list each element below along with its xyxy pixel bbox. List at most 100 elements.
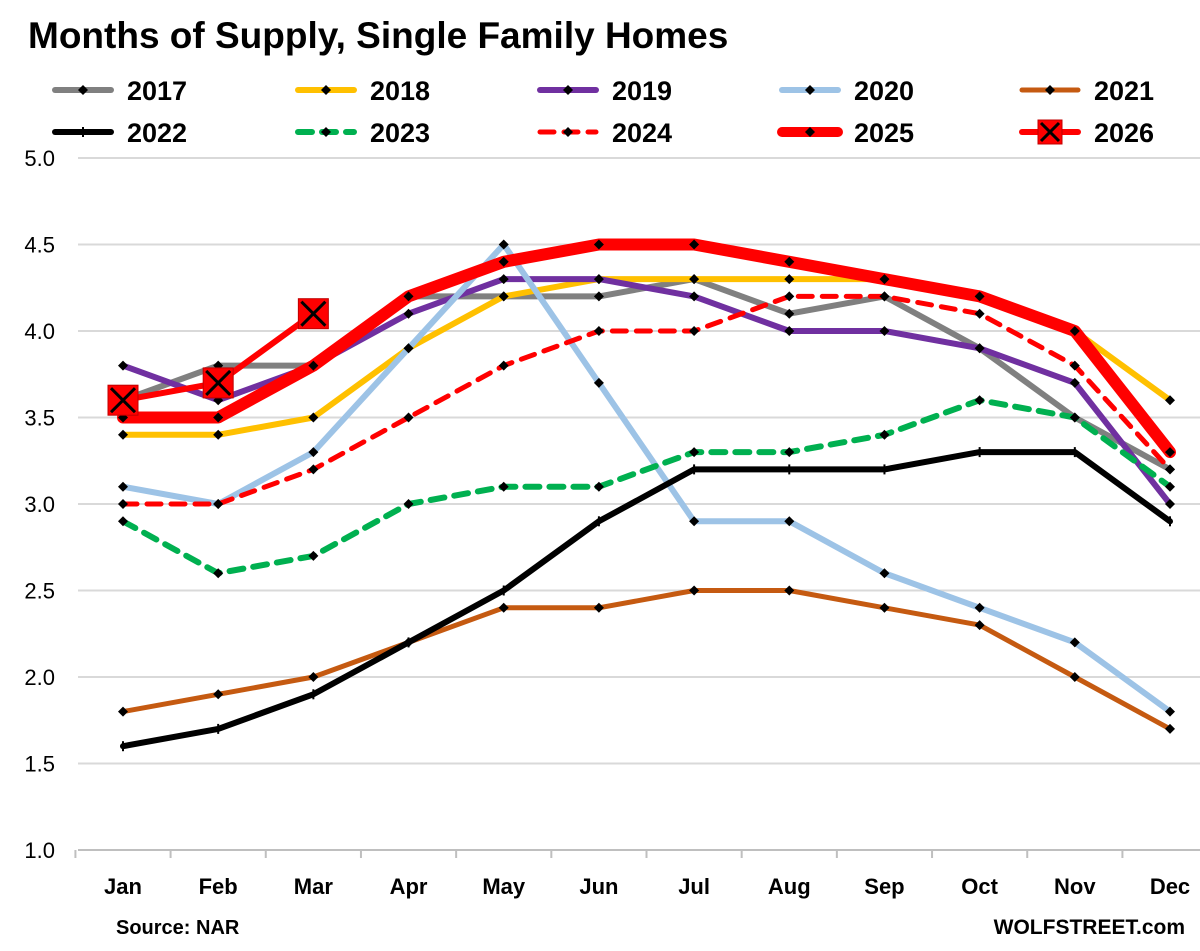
y-tick-label: 5.0 [24,146,55,171]
x-axis: Jan Feb Mar Apr May Jun Jul Aug Sep Oct Nov Dec [74,849,1200,899]
legend-item-2017: 2017 [52,76,187,106]
legend-item-2023: 2023 [295,118,430,148]
y-tick-label: 3.5 [24,406,55,431]
legend-label: 2025 [854,118,914,148]
series-line [120,449,1173,750]
data-point-marker [498,291,509,302]
legend: 2017 2018 2019 2020 2021 2022 2023 2024 2025 2026 [52,76,1154,148]
series-line [120,241,1173,715]
series-2018 [118,274,1175,440]
data-point-marker [308,412,319,423]
data-point-marker [213,412,224,423]
data-point-marker [1069,672,1080,682]
legend-label: 2020 [854,76,914,106]
data-point-marker [321,85,331,95]
legend-label: 2018 [370,76,430,106]
legend-label: 2024 [612,118,672,148]
series-line [117,238,1176,459]
data-point-marker [1069,637,1080,648]
data-point-marker [403,499,414,509]
data-point-marker [689,239,700,250]
data-point-marker [689,447,700,458]
data-point-marker [78,85,88,95]
data-point-marker [805,85,815,95]
data-point-marker [498,360,509,371]
data-point-marker [563,127,573,137]
series-2025 [117,238,1176,459]
data-point-marker [118,429,128,440]
data-point-marker [689,291,700,302]
data-point-marker [974,308,985,319]
legend-item-2026: 2026 [1019,118,1154,148]
series-2026 [107,298,329,416]
x-tick-label: Mar [294,874,334,899]
legend-item-2025: 2025 [777,118,914,148]
data-point-marker [784,308,795,319]
y-tick-label: 4.0 [24,319,55,344]
chart-title: Months of Supply, Single Family Homes [28,15,728,56]
x-mark [1039,121,1061,143]
data-point-marker [784,326,795,336]
x-tick-label: Aug [768,874,811,899]
x-tick-label: Sep [864,874,904,899]
data-point-marker [498,481,509,492]
data-point-marker [974,291,985,302]
data-point-marker [1069,412,1080,423]
legend-item-2022: 2022 [52,118,187,148]
y-tick-label: 2.0 [24,665,55,690]
data-point-marker [974,395,985,406]
data-point-marker [1069,377,1080,388]
y-tick-label: 3.0 [24,492,55,517]
legend-label: 2022 [127,118,187,148]
data-point-marker [879,274,890,285]
data-point-marker [403,291,414,302]
data-point-marker [974,343,985,354]
data-point-marker [593,239,604,250]
data-point-marker [689,585,700,596]
legend-label: 2026 [1094,118,1154,148]
data-point-marker [1069,360,1080,371]
data-point-marker [308,360,319,371]
data-point-marker [403,343,414,354]
x-tick-label: Jul [678,874,710,899]
data-point-marker [498,274,509,285]
y-tick-label: 2.5 [24,579,55,604]
x-tick-label: Dec [1150,874,1190,899]
x-mark [205,369,232,396]
data-point-marker [498,256,509,267]
y-tick-label: 1.5 [24,752,55,777]
data-point-marker [308,464,319,475]
data-point-marker [784,291,795,302]
legend-item-2021: 2021 [1019,76,1154,106]
data-point-marker [213,568,224,579]
data-point-marker [784,274,795,285]
data-point-marker [118,481,128,492]
x-tick-label: May [482,874,526,899]
legend-label: 2017 [127,76,187,106]
data-point-marker [593,291,604,302]
x-mark [300,300,327,327]
data-point-marker [1165,395,1175,406]
data-point-marker [118,706,128,717]
series-2022 [120,447,1173,752]
data-point-marker [403,308,414,319]
data-point-marker [308,447,319,458]
data-point-marker [118,360,128,371]
data-point-marker [1165,464,1175,475]
data-point-marker [974,620,985,631]
data-point-marker [1165,499,1175,509]
series-group [107,238,1176,752]
legend-item-2018: 2018 [295,76,430,106]
data-point-marker [689,326,700,336]
data-point-marker [689,516,700,527]
data-point-marker [563,85,573,95]
data-point-marker [403,412,414,423]
data-point-marker [1165,447,1175,458]
series-line [120,397,1173,577]
data-point-marker [118,516,128,527]
data-point-marker [593,326,604,336]
x-tick-label: Jan [104,874,142,899]
data-point-marker [498,602,509,613]
series-2023 [118,395,1175,579]
